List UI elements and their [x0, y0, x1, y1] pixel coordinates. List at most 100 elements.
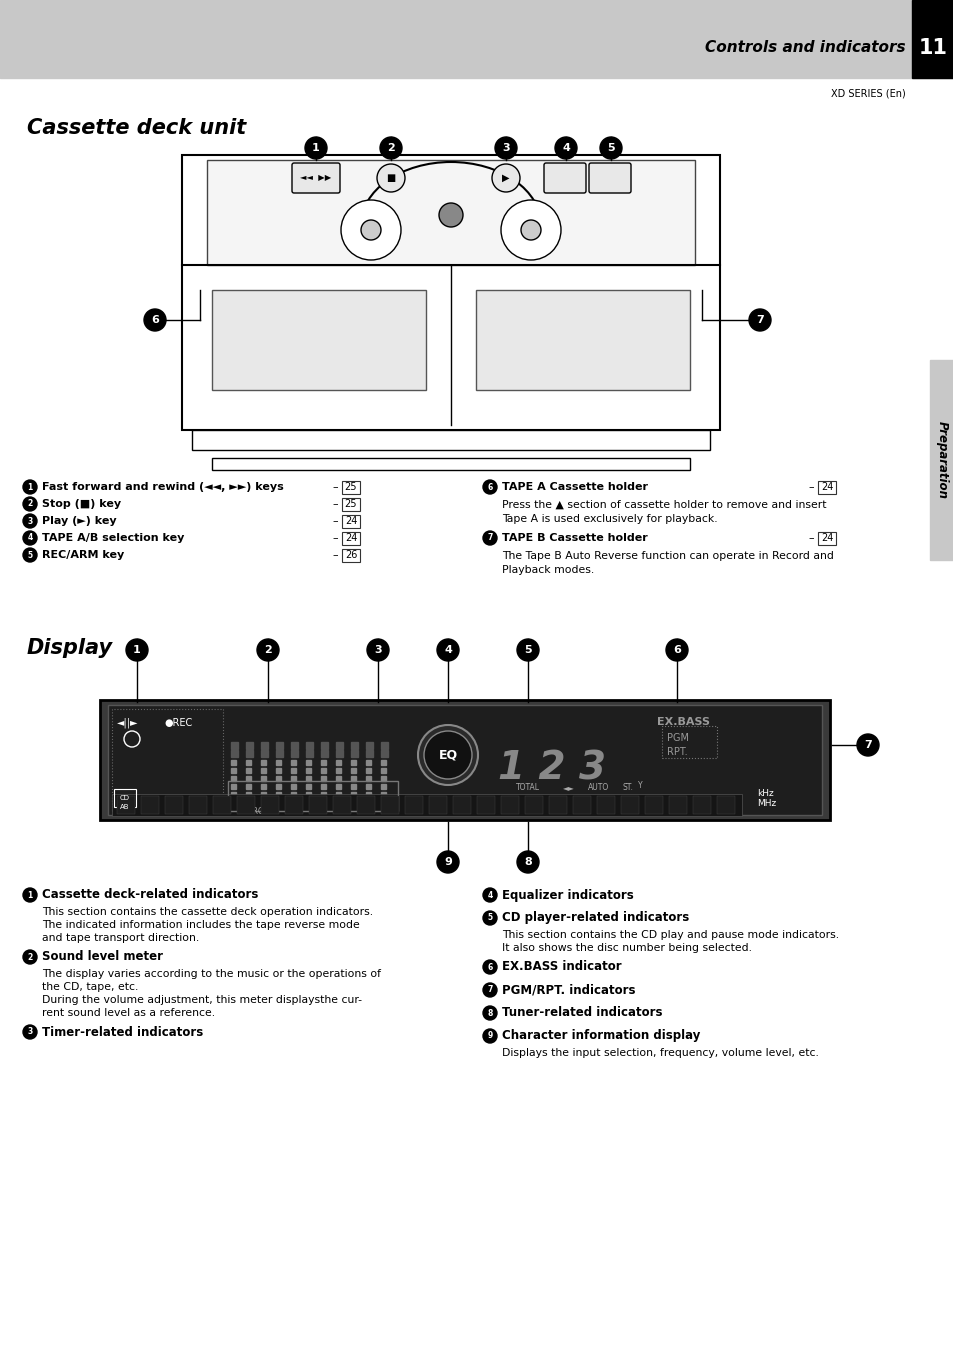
- Text: TAPE A Cassette holder: TAPE A Cassette holder: [501, 482, 647, 492]
- Bar: [285, 796, 303, 815]
- Bar: [261, 761, 266, 765]
- Bar: [333, 796, 351, 815]
- Text: 5: 5: [606, 143, 614, 153]
- FancyBboxPatch shape: [292, 163, 339, 193]
- Bar: [320, 767, 326, 773]
- Bar: [351, 792, 355, 797]
- Bar: [182, 155, 720, 430]
- Circle shape: [436, 639, 458, 661]
- Text: The Tape B Auto Reverse function can operate in Record and: The Tape B Auto Reverse function can ope…: [501, 551, 833, 561]
- Text: 4: 4: [28, 534, 32, 543]
- Bar: [246, 742, 253, 748]
- Bar: [366, 775, 371, 781]
- Text: 8: 8: [523, 857, 532, 867]
- Bar: [320, 800, 326, 805]
- Circle shape: [23, 480, 37, 494]
- Text: 9: 9: [487, 1032, 492, 1040]
- Bar: [275, 784, 281, 789]
- Text: Character information display: Character information display: [501, 1029, 700, 1043]
- Bar: [320, 750, 328, 757]
- Circle shape: [23, 531, 37, 544]
- Circle shape: [23, 549, 37, 562]
- Bar: [380, 761, 386, 765]
- Bar: [597, 796, 615, 815]
- Text: Playback modes.: Playback modes.: [501, 565, 594, 576]
- Text: The display varies according to the music or the operations of: The display varies according to the musi…: [42, 969, 380, 979]
- Text: TAPE A/B selection key: TAPE A/B selection key: [42, 534, 184, 543]
- Text: ■: ■: [386, 173, 395, 182]
- Bar: [500, 796, 518, 815]
- Text: Controls and indicators: Controls and indicators: [704, 41, 905, 55]
- Bar: [380, 784, 386, 789]
- Text: CD: CD: [120, 794, 130, 801]
- Bar: [341, 515, 359, 527]
- Text: 6: 6: [151, 315, 159, 326]
- Text: PROG.: PROG.: [248, 808, 272, 816]
- Bar: [911, 0, 953, 78]
- Bar: [380, 796, 398, 815]
- Circle shape: [379, 136, 401, 159]
- Bar: [366, 784, 371, 789]
- Text: 3: 3: [501, 143, 509, 153]
- Text: 6: 6: [487, 482, 492, 492]
- Bar: [100, 700, 829, 820]
- Bar: [320, 784, 326, 789]
- Bar: [620, 796, 639, 815]
- Text: 1: 1: [28, 890, 32, 900]
- Bar: [246, 750, 253, 757]
- Text: EX.BASS: EX.BASS: [657, 717, 709, 727]
- FancyBboxPatch shape: [543, 163, 585, 193]
- Bar: [573, 796, 590, 815]
- Bar: [351, 742, 357, 748]
- Text: 5: 5: [523, 644, 531, 655]
- Circle shape: [482, 1006, 497, 1020]
- Circle shape: [517, 851, 538, 873]
- Text: 2: 2: [387, 143, 395, 153]
- Bar: [335, 800, 340, 805]
- Bar: [817, 481, 835, 493]
- Circle shape: [423, 731, 472, 780]
- Bar: [366, 767, 371, 773]
- Bar: [335, 792, 340, 797]
- Bar: [306, 775, 311, 781]
- Bar: [0, 0, 953, 78]
- Text: AB: AB: [120, 804, 130, 811]
- Bar: [341, 481, 359, 493]
- Circle shape: [482, 961, 497, 974]
- Circle shape: [665, 639, 687, 661]
- FancyBboxPatch shape: [588, 163, 630, 193]
- Text: Tape A is used exclusively for playback.: Tape A is used exclusively for playback.: [501, 513, 717, 524]
- Text: Sound level meter: Sound level meter: [42, 951, 163, 963]
- Text: XD SERIES (En): XD SERIES (En): [830, 88, 905, 99]
- Text: ST.: ST.: [622, 784, 633, 793]
- Text: –: –: [332, 534, 337, 543]
- Bar: [366, 792, 371, 797]
- Bar: [335, 784, 340, 789]
- Text: PGM/RPT. indicators: PGM/RPT. indicators: [501, 984, 635, 997]
- Bar: [306, 800, 311, 805]
- Text: EX.BASS indicator: EX.BASS indicator: [501, 961, 621, 974]
- Text: kHz: kHz: [757, 789, 773, 797]
- Bar: [717, 796, 734, 815]
- Bar: [275, 775, 281, 781]
- Text: 24: 24: [344, 534, 356, 543]
- Bar: [341, 497, 359, 511]
- Text: 5: 5: [28, 550, 32, 559]
- Bar: [275, 742, 283, 748]
- Circle shape: [376, 163, 405, 192]
- Text: 11: 11: [918, 38, 946, 58]
- Bar: [246, 761, 251, 765]
- Text: 3: 3: [28, 1028, 32, 1036]
- Bar: [306, 767, 311, 773]
- Bar: [246, 800, 251, 805]
- Bar: [380, 750, 388, 757]
- Bar: [231, 792, 235, 797]
- Bar: [231, 784, 235, 789]
- Circle shape: [555, 136, 577, 159]
- Text: Timer-related indicators: Timer-related indicators: [42, 1025, 203, 1039]
- Circle shape: [23, 513, 37, 528]
- Bar: [261, 796, 278, 815]
- Bar: [306, 750, 313, 757]
- Text: Displays the input selection, frequency, volume level, etc.: Displays the input selection, frequency,…: [501, 1048, 818, 1058]
- Bar: [351, 750, 357, 757]
